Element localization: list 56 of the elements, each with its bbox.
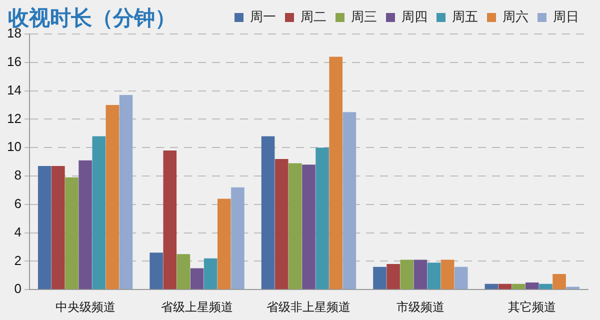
bar	[373, 266, 386, 290]
y-tick-label: 4	[14, 224, 22, 240]
bar	[150, 252, 163, 290]
bar	[454, 266, 468, 290]
bar	[176, 254, 190, 290]
bar	[302, 164, 316, 290]
bar	[78, 160, 92, 290]
bar	[316, 148, 329, 290]
y-tick-label: 0	[14, 281, 22, 296]
bar	[342, 112, 356, 290]
bar	[163, 150, 177, 290]
bar	[190, 268, 204, 290]
y-tick-label: 6	[14, 196, 22, 211]
legend-label: 周四	[402, 10, 428, 25]
legend-label: 周六	[502, 10, 528, 25]
y-tick-label: 10	[6, 139, 22, 154]
x-tick-label: 省级非上星频道	[266, 300, 351, 314]
legend-label: 周五	[452, 10, 478, 25]
bar	[204, 258, 218, 290]
bar	[92, 136, 106, 290]
legend-label: 周三	[351, 10, 377, 25]
bar	[484, 284, 498, 290]
bar	[414, 260, 428, 290]
bar	[274, 158, 288, 290]
bar	[539, 284, 552, 290]
x-tick-label: 省级上星频道	[161, 300, 234, 314]
y-tick-label: 16	[6, 54, 22, 69]
x-tick-label: 中央级频道	[55, 300, 116, 314]
bar	[231, 187, 244, 290]
bar	[52, 166, 65, 290]
bar	[119, 95, 133, 290]
bar	[552, 274, 566, 290]
bar	[218, 198, 231, 290]
bar	[38, 166, 52, 290]
bar	[386, 264, 400, 290]
legend-label: 周一	[250, 10, 276, 25]
bar	[288, 163, 302, 290]
y-tick-label: 14	[6, 82, 22, 98]
bar	[261, 136, 275, 290]
bar	[498, 284, 512, 290]
x-tick-label: 市级频道	[396, 300, 444, 314]
y-tick-label: 2	[14, 252, 22, 268]
bar	[400, 260, 414, 290]
bar	[427, 262, 441, 290]
bar	[512, 284, 526, 290]
bar	[106, 105, 120, 290]
bar	[440, 260, 454, 290]
legend-label: 周二	[300, 10, 326, 25]
bar	[329, 56, 343, 290]
x-tick-label: 其它频道	[508, 300, 556, 314]
y-tick-label: 8	[14, 168, 22, 183]
legend-label: 周日	[553, 10, 579, 25]
bar	[65, 177, 78, 290]
bar	[526, 282, 539, 290]
chart-title: 收视时长（分钟）	[8, 5, 176, 30]
y-tick-label: 12	[6, 110, 22, 126]
